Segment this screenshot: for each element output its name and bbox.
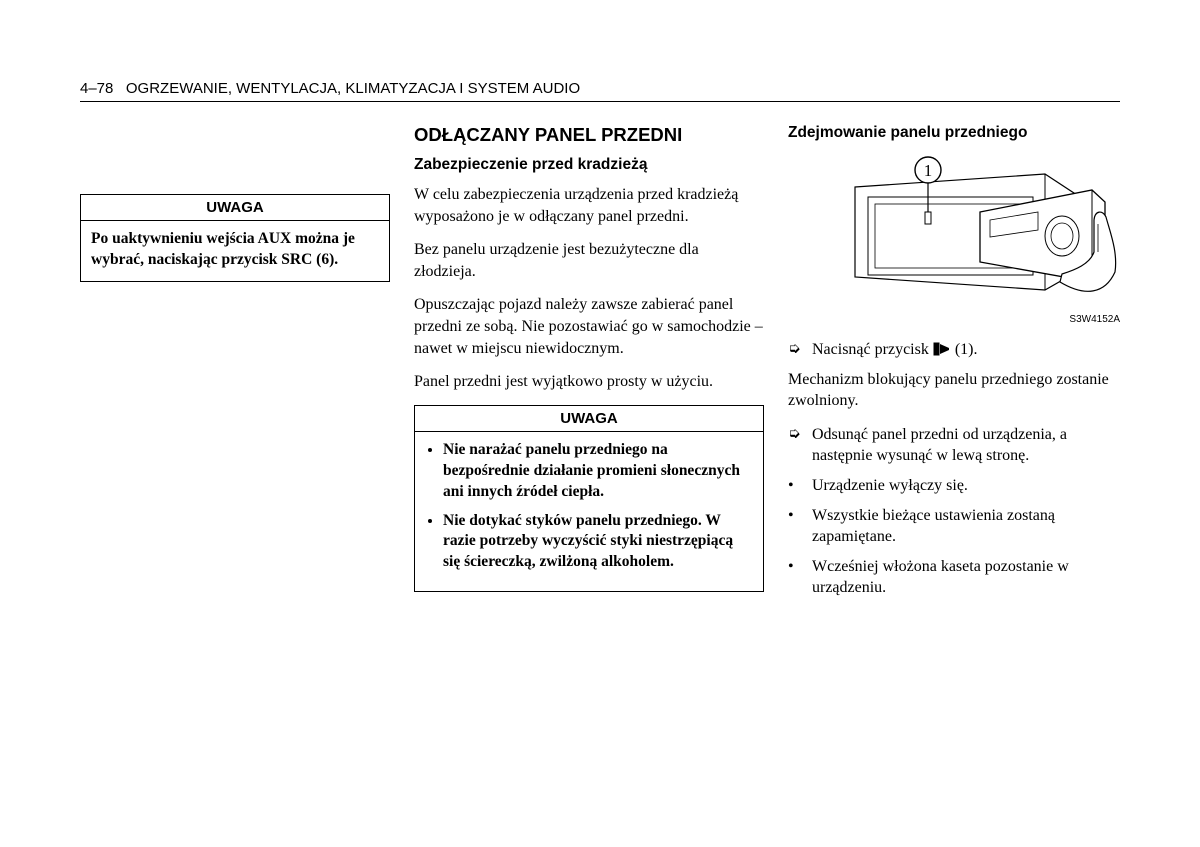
body-p3: Opuszczając pojazd należy zawsze zabiera… (414, 294, 764, 359)
page-number: 4–78 (80, 80, 113, 97)
arrow-icon: ➭ (788, 424, 812, 467)
note-body: Po uaktywnieniu wejścia AUX można je wyb… (81, 221, 389, 281)
body-p4: Panel przedni jest wyjątkowo prosty w uż… (414, 371, 764, 393)
after-arrow-p: Mechanizm blokujący panelu przedniego zo… (788, 369, 1120, 412)
note-list: Nie narażać panelu przedniego na bezpośr… (425, 440, 753, 574)
release-button-icon (933, 342, 951, 356)
bullet-icon (788, 505, 812, 548)
figure-panel-remove: 1 (788, 152, 1120, 312)
note-box-panel: UWAGA Nie narażać panelu przedniego na b… (414, 405, 764, 593)
section-title: ODŁĄCZANY PANEL PRZEDNI (414, 124, 764, 146)
figure-id: S3W4152A (788, 314, 1120, 325)
header-rule (80, 101, 1120, 102)
note-item: Nie dotykać styków panelu przedniego. W … (443, 511, 753, 574)
arrow-step: ➭ Nacisnąć przycisk (1). (788, 339, 1120, 361)
column-3: Zdejmowanie panelu przedniego (788, 124, 1120, 607)
bullet-item: Wszystkie bieżące ustawienia zostaną zap… (788, 505, 1120, 548)
arrow-icon: ➭ (788, 339, 812, 361)
chapter-title: OGRZEWANIE, WENTYLACJA, KLIMATYZACJA I S… (126, 80, 580, 97)
sub-title: Zdejmowanie panelu przedniego (788, 124, 1120, 142)
arrow-step-list-2: ➭ Odsunąć panel przedni od urządzenia, a… (788, 424, 1120, 467)
body-p1: W celu zabezpieczenia urządzenia przed k… (414, 184, 764, 227)
column-1: UWAGA Po uaktywnieniu wejścia AUX można … (80, 124, 390, 607)
note-item: Nie narażać panelu przedniego na bezpośr… (443, 440, 753, 503)
step-text: Nacisnąć przycisk (1). (812, 339, 978, 361)
note-title: UWAGA (415, 406, 763, 432)
panel-illustration: 1 (830, 152, 1120, 307)
note-box-aux: UWAGA Po uaktywnieniu wejścia AUX można … (80, 194, 390, 282)
note-body: Nie narażać panelu przedniego na bezpośr… (415, 432, 763, 592)
arrow-step: ➭ Odsunąć panel przedni od urządzenia, a… (788, 424, 1120, 467)
step-text: Odsunąć panel przedni od urządzenia, a n… (812, 424, 1120, 467)
page-header: 4–78 OGRZEWANIE, WENTYLACJA, KLIMATYZACJ… (80, 80, 1120, 97)
bullet-icon (788, 556, 812, 599)
arrow-step-list: ➭ Nacisnąć przycisk (1). (788, 339, 1120, 361)
bullet-item: Urządzenie wyłączy się. (788, 475, 1120, 497)
column-2: ODŁĄCZANY PANEL PRZEDNI Zabezpieczenie p… (414, 124, 764, 607)
bullet-icon (788, 475, 812, 497)
content-columns: UWAGA Po uaktywnieniu wejścia AUX można … (80, 124, 1120, 607)
sub-title: Zabezpieczenie przed kradzieżą (414, 156, 764, 174)
note-title: UWAGA (81, 195, 389, 221)
body-p2: Bez panelu urządzenie jest bezużyteczne … (414, 239, 764, 282)
bullet-item: Wcześniej włożona kaseta pozostanie w ur… (788, 556, 1120, 599)
figure-callout-text: 1 (924, 161, 933, 180)
bullet-list: Urządzenie wyłączy się. Wszystkie bieżąc… (788, 475, 1120, 599)
